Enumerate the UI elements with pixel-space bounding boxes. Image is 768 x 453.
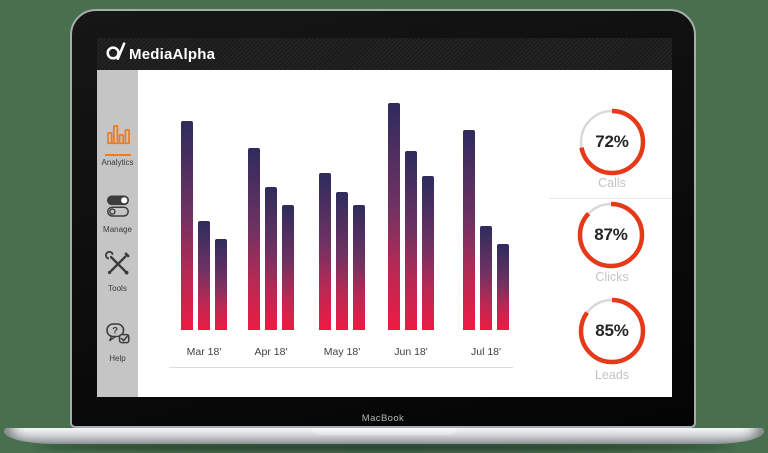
x-axis-label: Mar 18' xyxy=(186,346,222,358)
sidebar-item-manage[interactable]: Manage xyxy=(97,194,138,234)
x-axis-label: Apr 18' xyxy=(254,346,288,358)
stats-divider xyxy=(549,198,672,199)
stat-label: Calls xyxy=(598,176,626,190)
sidebar-item-analytics[interactable]: Analytics xyxy=(97,122,138,167)
chart-bar xyxy=(265,187,277,330)
toggle-switches-icon xyxy=(105,194,131,223)
bar-group xyxy=(248,103,294,330)
x-axis-label: May 18' xyxy=(323,346,361,358)
sidebar-item-label: Analytics xyxy=(101,158,134,167)
brand-logo: MediaAlpha xyxy=(104,40,215,68)
x-axis-label: Jul 18' xyxy=(470,346,502,358)
laptop-base xyxy=(4,428,764,444)
sidebar-item-tools[interactable]: Tools xyxy=(97,250,138,293)
help-chat-icon: ? xyxy=(105,322,131,352)
svg-text:?: ? xyxy=(112,326,118,337)
chart-bar xyxy=(215,239,227,330)
sidebar-item-label: Manage xyxy=(103,225,132,234)
x-axis-line xyxy=(169,367,513,368)
chart-bar xyxy=(248,148,260,330)
stat-ring-clicks: 87% xyxy=(575,199,647,271)
chart-bar xyxy=(353,205,365,330)
stat-label: Leads xyxy=(594,368,630,382)
stat-value: 85% xyxy=(595,321,629,340)
bar-group xyxy=(319,103,365,330)
sidebar-item-label: Help xyxy=(109,354,126,363)
bar-group xyxy=(463,103,509,330)
bar-group xyxy=(388,103,434,330)
chart-bar xyxy=(319,173,331,330)
chart-bar xyxy=(282,205,294,330)
bar-group xyxy=(181,103,227,330)
dashboard-screen: MediaAlpha Analytics xyxy=(97,38,672,397)
stat-value: 72% xyxy=(595,132,629,151)
laptop-shadow xyxy=(34,443,734,451)
stat-value: 87% xyxy=(594,225,628,244)
bar-chart: Mar 18' Apr 18' May 18' Jun 18' Jul 18' xyxy=(97,38,672,397)
x-axis-label: Jun 18' xyxy=(394,346,428,358)
chart-bar xyxy=(480,226,492,330)
chart-bar xyxy=(198,221,210,330)
macbook-label: MacBook xyxy=(361,413,405,424)
crossed-tools-icon xyxy=(104,250,131,282)
stat-label: Clicks xyxy=(595,270,629,284)
chart-bar xyxy=(336,192,348,330)
sidebar: Analytics Manage xyxy=(97,70,138,397)
chart-bar xyxy=(497,244,509,330)
brand-name: MediaAlpha xyxy=(129,45,216,63)
analytics-active-indicator xyxy=(104,154,131,156)
sidebar-item-label: Tools xyxy=(108,284,127,293)
sidebar-item-help[interactable]: ? Help xyxy=(97,322,138,363)
chart-bar xyxy=(463,130,475,330)
app-topbar: MediaAlpha xyxy=(97,38,672,70)
chart-bar xyxy=(388,103,400,330)
stat-ring-leads: 85% xyxy=(576,295,648,367)
alpha-logo-icon xyxy=(104,40,127,68)
stat-ring-calls: 72% xyxy=(576,106,648,178)
bar-chart-icon xyxy=(105,122,131,151)
chart-bar xyxy=(181,121,193,330)
chart-bar xyxy=(422,176,434,330)
trackpad-notch xyxy=(312,428,457,435)
chart-bar xyxy=(405,151,417,330)
